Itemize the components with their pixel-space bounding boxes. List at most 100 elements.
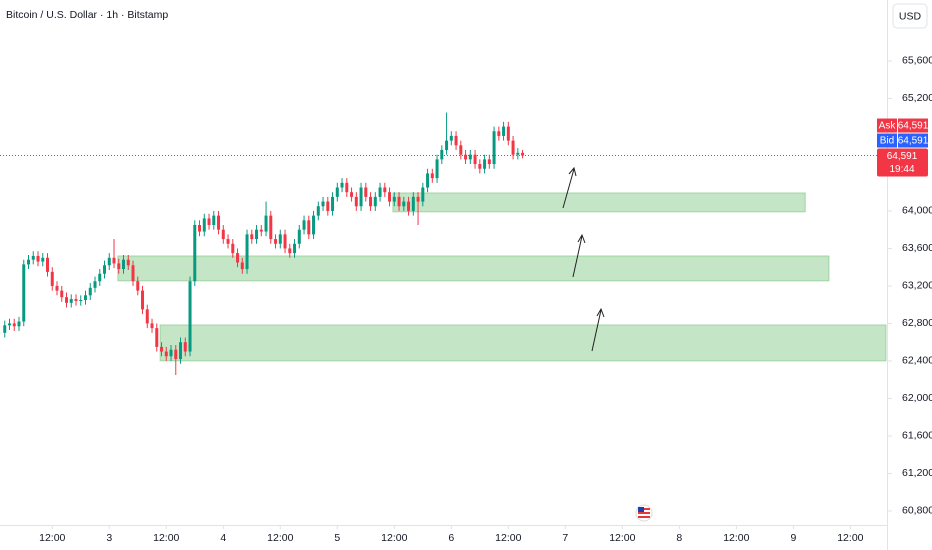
candle-body: [293, 243, 297, 254]
x-tick-label: 6: [448, 532, 454, 544]
candle-body: [473, 154, 477, 165]
last-price-box: [877, 148, 928, 177]
candle-body: [445, 140, 449, 150]
candle-body: [17, 321, 21, 327]
candle-body: [179, 342, 183, 360]
candle-body: [321, 201, 325, 207]
candle-body: [426, 173, 430, 188]
event-icon[interactable]: [635, 504, 653, 522]
candle-body: [407, 201, 411, 211]
quote-value: 64,591: [898, 136, 929, 147]
currency: USD: [899, 10, 922, 22]
candle-body: [65, 297, 69, 303]
candle-body: [212, 215, 216, 225]
candle-body: [250, 234, 254, 240]
flag-stripe: [638, 516, 650, 518]
arrows: [562, 166, 605, 352]
candle-body: [335, 187, 339, 197]
candle-body: [69, 299, 73, 303]
zone: [159, 324, 887, 362]
y-tick-label: 63,600: [902, 242, 932, 254]
candle-body: [36, 255, 40, 262]
zone: [392, 192, 806, 213]
quote-name-box: [877, 118, 897, 133]
x-tick-label: 12:00: [609, 532, 635, 544]
candle-body: [98, 273, 102, 282]
candle-body: [383, 187, 387, 193]
arrow: [572, 233, 586, 278]
candle-body: [236, 253, 240, 263]
x-tick-label: 7: [562, 532, 568, 544]
candle-body: [307, 220, 311, 235]
chart-title: Bitcoin / U.S. Dollar · 1h · Bitstamp: [6, 9, 168, 21]
candle-body: [131, 265, 135, 282]
candle-body: [340, 182, 344, 188]
candle-body: [312, 215, 316, 235]
candle-body: [283, 234, 287, 249]
candle-body: [521, 152, 525, 156]
x-tick-label: 12:00: [837, 532, 863, 544]
candle-body: [122, 259, 126, 270]
candle-body: [345, 182, 349, 193]
y-tick-label: 61,600: [902, 430, 932, 442]
candle-body: [8, 323, 12, 326]
candle-body: [359, 187, 363, 207]
candle-body: [274, 239, 278, 244]
x-tick-label: 12:00: [39, 532, 65, 544]
candle-body: [231, 243, 235, 254]
candle-body: [169, 349, 173, 357]
candle-body: [397, 196, 401, 207]
candle-body: [164, 351, 168, 357]
candle-body: [27, 259, 31, 265]
x-tick-label: 12:00: [723, 532, 749, 544]
candle-body: [288, 248, 292, 254]
candle-body: [483, 159, 487, 169]
plot-area: [0, 112, 887, 375]
candle-body: [155, 328, 159, 347]
candle-body: [217, 215, 221, 230]
quote-name: Ask: [879, 121, 897, 132]
candle-body: [150, 323, 154, 329]
candle-body: [492, 131, 496, 165]
candle-body: [516, 152, 520, 155]
candle-body: [84, 295, 88, 300]
candle-body: [126, 259, 130, 266]
candle-body: [364, 187, 368, 197]
candle-body: [22, 264, 26, 322]
candle-body: [411, 196, 415, 211]
candle-body: [378, 187, 382, 197]
y-tick-label: 65,200: [902, 92, 932, 104]
candle-body: [511, 140, 515, 155]
candle-body: [12, 323, 16, 327]
x-tick-label: 8: [676, 532, 682, 544]
candle-body: [202, 218, 206, 232]
candle-body: [160, 346, 164, 352]
candle-body: [502, 126, 506, 136]
countdown: 19:44: [889, 164, 914, 175]
last-price: 64,591: [887, 151, 918, 162]
currency-box[interactable]: [892, 3, 928, 29]
candle-body: [46, 257, 50, 272]
candle-body: [487, 159, 491, 165]
candle-body: [435, 159, 439, 179]
candle-body: [183, 342, 187, 352]
x-tick-label: 12:00: [495, 532, 521, 544]
candle-body: [278, 234, 282, 244]
candle-body: [459, 145, 463, 155]
zone: [117, 255, 830, 282]
candle-body: [3, 325, 7, 333]
candle-body: [79, 300, 83, 301]
candle-body: [464, 154, 468, 160]
candle-body: [373, 196, 377, 207]
x-tick-label: 12:00: [153, 532, 179, 544]
candle-body: [331, 196, 335, 211]
quote-name-box: [877, 133, 897, 148]
candle-body: [226, 239, 230, 244]
candle-body: [402, 201, 406, 207]
y-tick-label: 64,000: [902, 205, 932, 217]
y-tick-label: 62,800: [902, 317, 932, 329]
quote-value-box: [898, 133, 928, 148]
quote-value: 64,591: [898, 121, 929, 132]
